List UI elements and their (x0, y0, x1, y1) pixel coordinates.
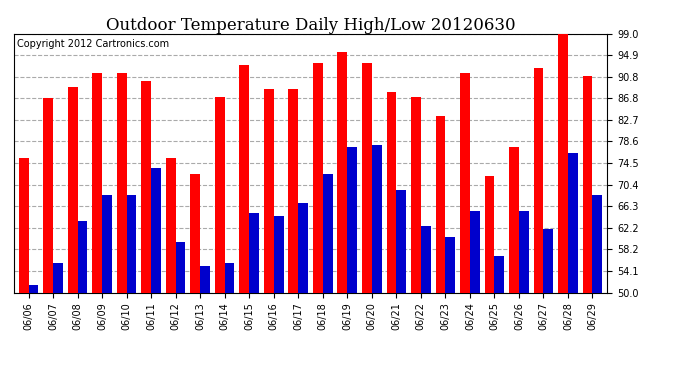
Bar (215, 97, 225, 292)
Bar (53, 264, 63, 292)
Bar (372, 145, 382, 292)
Title: Outdoor Temperature Daily High/Low 20120630: Outdoor Temperature Daily High/Low 20120… (106, 16, 515, 34)
Bar (362, 63, 372, 292)
Bar (249, 213, 259, 292)
Bar (43, 98, 53, 292)
Bar (347, 147, 357, 292)
Bar (92, 74, 102, 292)
Bar (411, 97, 421, 292)
Bar (470, 211, 480, 292)
Bar (558, 34, 568, 292)
Bar (386, 92, 396, 292)
Bar (151, 168, 161, 292)
Bar (519, 211, 529, 292)
Bar (264, 89, 274, 292)
Bar (435, 116, 445, 292)
Bar (77, 221, 88, 292)
Bar (533, 68, 544, 292)
Bar (239, 65, 249, 292)
Bar (509, 147, 519, 292)
Bar (460, 74, 470, 292)
Bar (126, 195, 137, 292)
Bar (421, 226, 431, 292)
Bar (68, 87, 77, 292)
Bar (582, 76, 593, 292)
Bar (313, 63, 323, 292)
Bar (102, 195, 112, 292)
Bar (117, 74, 126, 292)
Bar (568, 153, 578, 292)
Bar (28, 285, 39, 292)
Text: Copyright 2012 Cartronics.com: Copyright 2012 Cartronics.com (17, 39, 169, 49)
Bar (176, 242, 186, 292)
Bar (445, 237, 455, 292)
Bar (274, 216, 284, 292)
Bar (495, 255, 504, 292)
Bar (19, 158, 28, 292)
Bar (593, 195, 602, 292)
Bar (288, 89, 298, 292)
Bar (141, 81, 151, 292)
Bar (337, 52, 347, 292)
Bar (323, 174, 333, 292)
Bar (166, 158, 176, 292)
Bar (396, 189, 406, 292)
Bar (200, 266, 210, 292)
Bar (190, 174, 200, 292)
Bar (484, 176, 495, 292)
Bar (544, 229, 553, 292)
Bar (298, 203, 308, 292)
Bar (225, 264, 235, 292)
